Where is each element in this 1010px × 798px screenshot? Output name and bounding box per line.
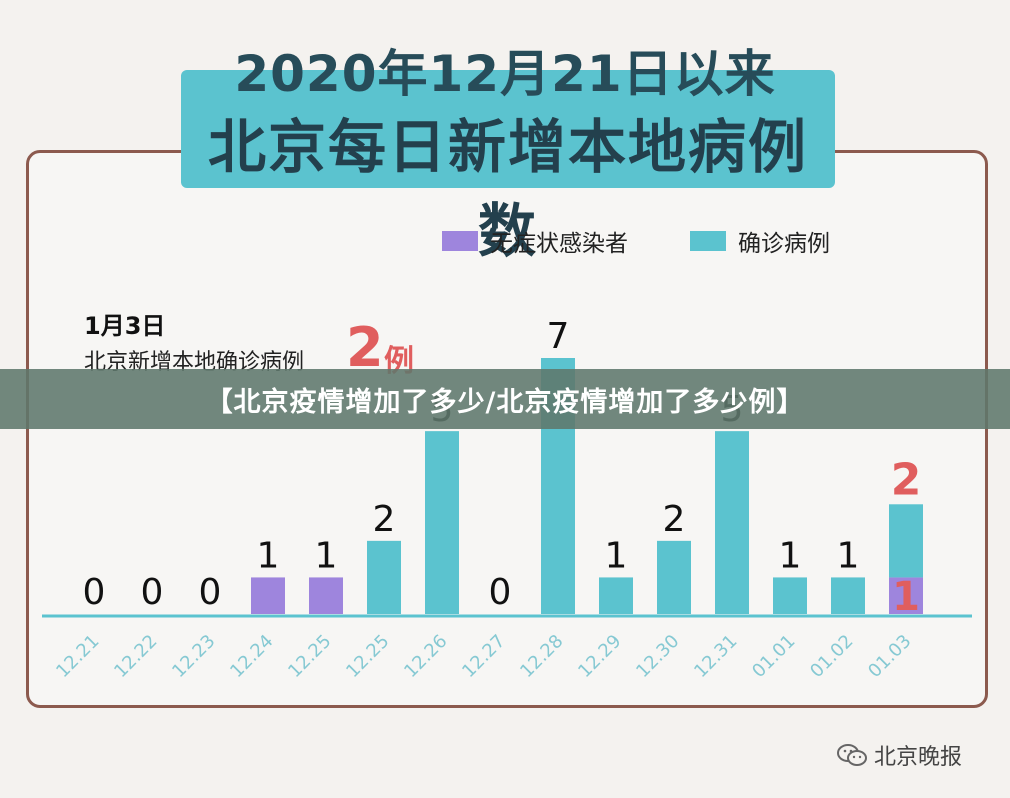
data-label-9: 1 (605, 535, 628, 576)
bar-asymptomatic-3 (251, 577, 285, 614)
x-tick-label-10: 12.30 (632, 631, 683, 682)
bar-asymptomatic-4 (309, 577, 343, 614)
bar-asymptomatic-14 (889, 577, 923, 614)
data-label-12: 1 (779, 535, 802, 576)
data-label-4: 1 (315, 535, 338, 576)
x-tick-label-5: 12.25 (342, 631, 393, 682)
bar-confirmed-14 (889, 504, 923, 578)
x-tick-label-4: 12.25 (284, 631, 335, 682)
legend-swatch-asymptomatic (442, 231, 478, 251)
x-tick-label-9: 12.29 (574, 631, 625, 682)
legend-swatch-confirmed (690, 231, 726, 251)
watermark: 北京晚报 (836, 738, 962, 772)
data-label-10: 2 (663, 499, 686, 540)
x-tick-label-3: 12.24 (226, 631, 277, 682)
data-label-8: 7 (547, 316, 570, 357)
note-value: 2 (346, 316, 384, 379)
x-tick-label-11: 12.31 (690, 631, 741, 682)
data-label-13: 1 (837, 535, 860, 576)
x-tick-label-14: 01.03 (864, 631, 915, 682)
legend-item-asymptomatic: 无症状感染者 (442, 226, 628, 257)
x-tick-label-1: 12.22 (110, 631, 161, 682)
chart-title-line2: 北京每日新增本地病例数 (207, 113, 808, 265)
bar-confirmed-10 (657, 540, 691, 614)
x-tick-label-8: 12.28 (516, 631, 567, 682)
x-tick-label-0: 12.21 (52, 631, 103, 682)
highlight-label-asymptomatic: 1 (892, 574, 920, 620)
data-label-1: 0 (141, 572, 164, 613)
x-tick-label-12: 01.01 (748, 631, 799, 682)
bar-confirmed-5 (367, 540, 401, 614)
data-label-3: 1 (257, 535, 280, 576)
data-label-14: 2 (891, 454, 922, 505)
bar-confirmed-13 (831, 577, 865, 614)
bar-confirmed-11 (715, 431, 749, 614)
data-label-0: 0 (83, 572, 106, 613)
chart-title-line1: 2020年12月21日以来 (234, 45, 776, 103)
watermark-text: 北京晚报 (874, 745, 963, 770)
legend-label-asymptomatic: 无症状感染者 (490, 231, 628, 257)
wechat-icon (837, 744, 867, 766)
bar-confirmed-9 (599, 577, 633, 614)
bar-confirmed-6 (425, 431, 459, 614)
data-label-5: 2 (373, 499, 396, 540)
x-tick-label-13: 01.02 (806, 631, 857, 682)
headline-banner: 【北京疫情增加了多少/北京疫情增加了多少例】 (0, 369, 1010, 429)
bar-confirmed-12 (773, 577, 807, 614)
x-tick-label-7: 12.27 (458, 631, 509, 682)
data-label-7: 0 (489, 572, 512, 613)
x-tick-label-2: 12.23 (168, 631, 219, 682)
data-label-2: 0 (199, 572, 222, 613)
title-panel (181, 70, 835, 188)
x-tick-label-6: 12.26 (400, 631, 451, 682)
legend-item-confirmed: 确诊病例 (690, 226, 830, 257)
note-date: 1月3日 (84, 312, 166, 340)
legend-label-confirmed: 确诊病例 (738, 231, 830, 257)
